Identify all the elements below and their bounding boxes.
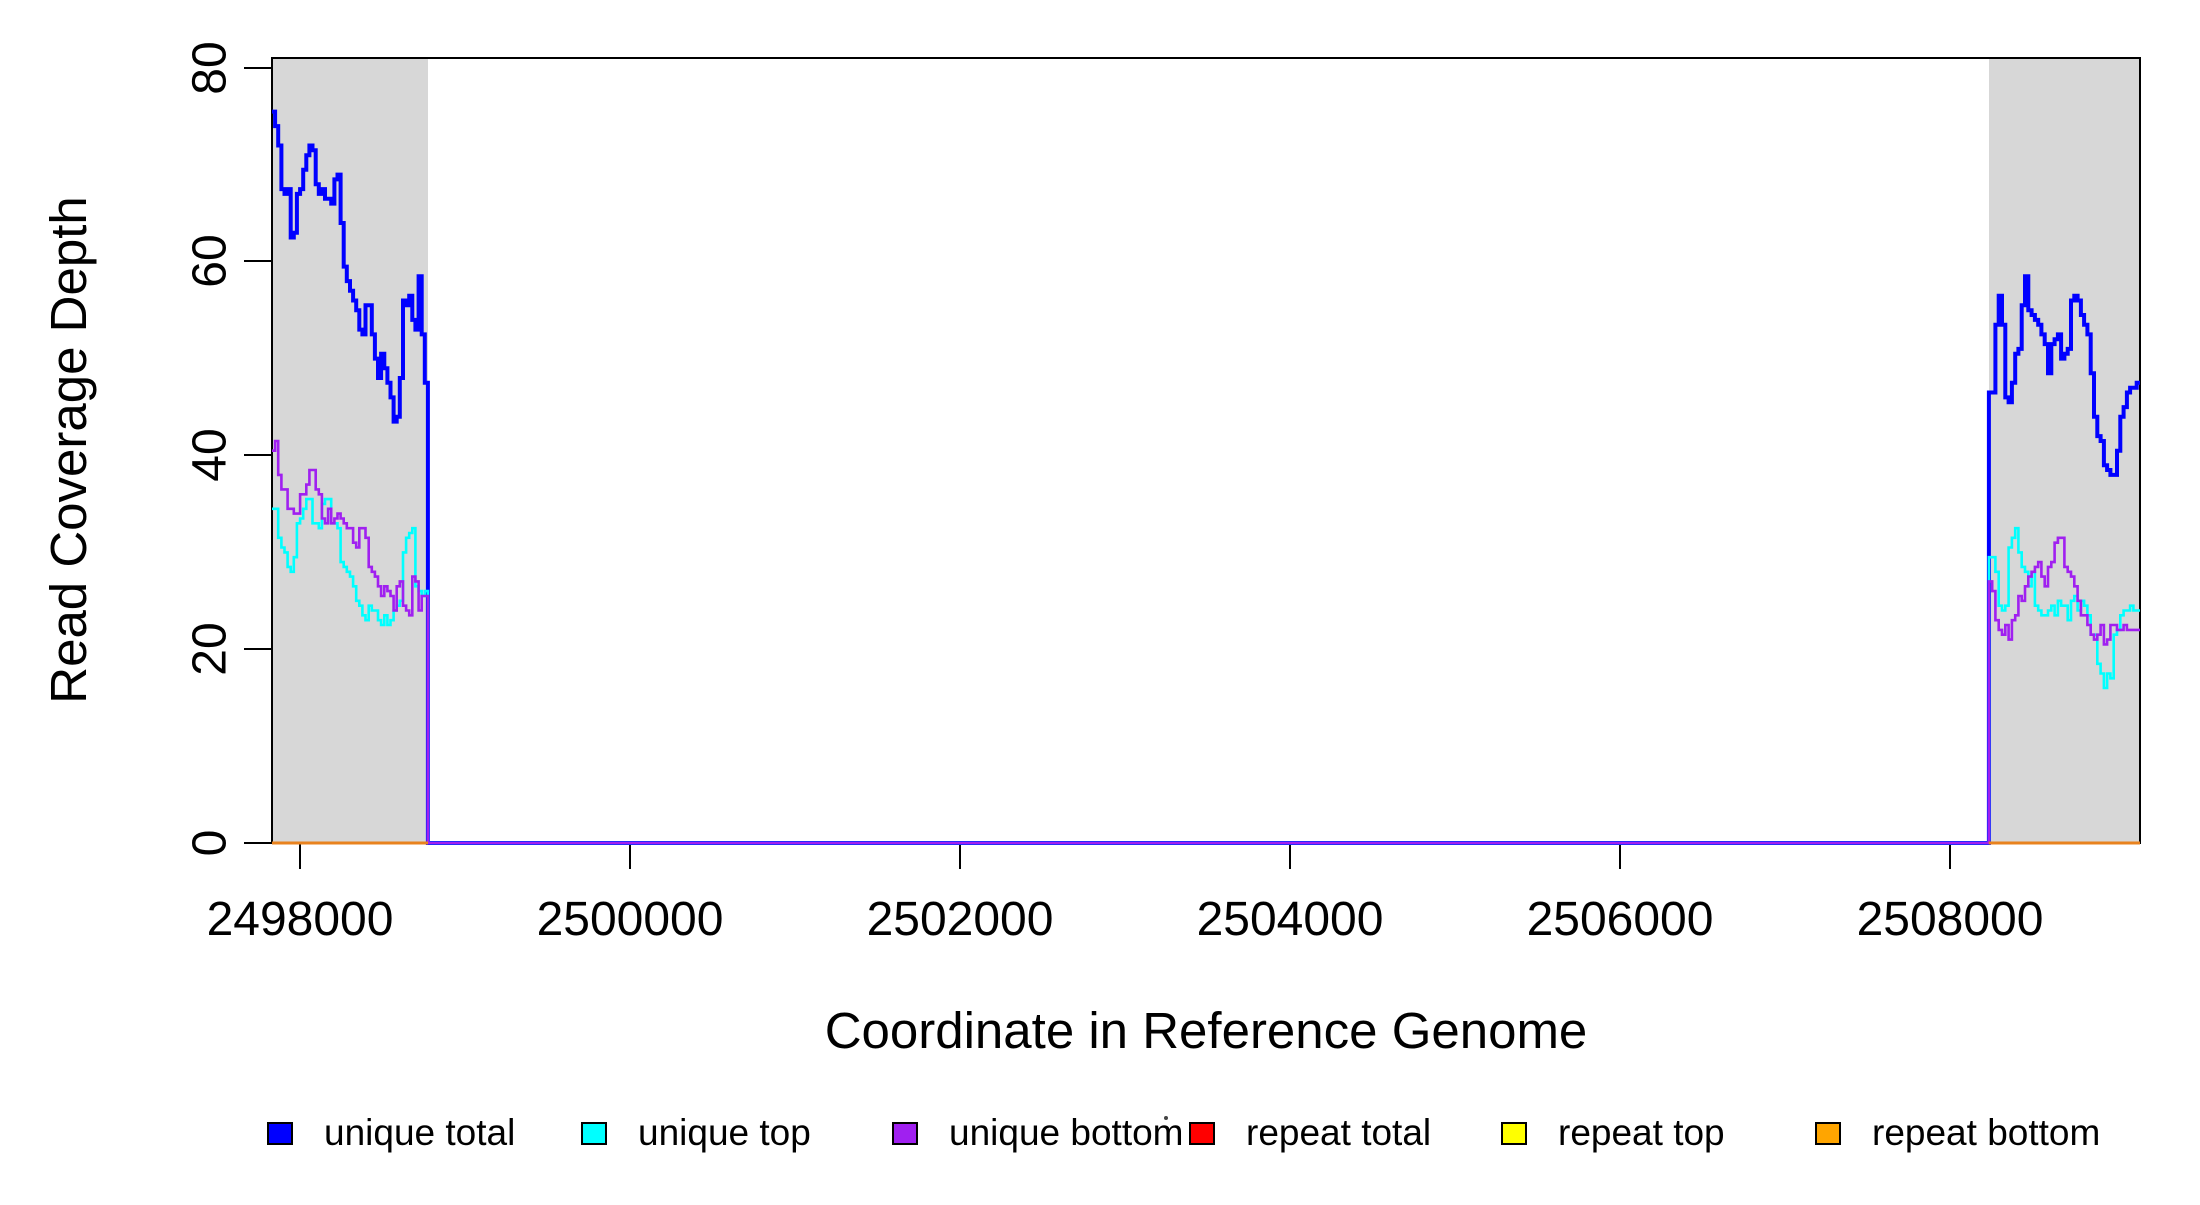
legend-label-repeat-top: repeat top [1558,1112,1725,1153]
series-unique-total [272,109,2140,845]
y-tick-label-80: 80 [184,41,237,94]
repeat-region-highlight-left [272,58,428,843]
legend-label-unique-total: unique total [324,1112,515,1153]
stray-dot [1164,1116,1168,1120]
x-tick-label-2504000: 2504000 [1197,893,1384,946]
legend-swatch-repeat-total [1189,1122,1215,1145]
y-tick-label-0: 0 [184,830,237,857]
x-tick-label-2506000: 2506000 [1527,893,1714,946]
x-tick-label-2508000: 2508000 [1857,893,2044,946]
legend-label-unique-bottom: unique bottom [949,1112,1184,1153]
x-tick-label-2500000: 2500000 [537,893,724,946]
plot-box [271,57,2141,844]
legend-label-unique-top: unique top [638,1112,811,1153]
legend: unique total unique top unique bottom re… [267,1112,2100,1153]
y-axis-ticks [244,67,272,844]
y-tick-label-20: 20 [184,622,237,675]
series-lines [272,109,2140,845]
x-axis-title: Coordinate in Reference Genome [825,1002,1588,1059]
x-tick-label-2498000: 2498000 [207,893,394,946]
legend-swatch-repeat-bottom [1815,1122,1841,1145]
legend-swatch-unique-total [267,1122,293,1145]
y-axis-title: Read Coverage Depth [40,196,97,704]
legend-swatch-unique-bottom [892,1122,918,1145]
repeat-region-highlight-right [1989,58,2140,843]
legend-label-repeat-bottom: repeat bottom [1872,1112,2100,1153]
x-axis-ticks [299,843,1951,869]
x-tick-label-2502000: 2502000 [867,893,1054,946]
y-tick-label-40: 40 [184,428,237,481]
legend-swatch-unique-top [581,1122,607,1145]
y-tick-label-60: 60 [184,234,237,287]
legend-swatch-repeat-top [1501,1122,1527,1145]
series-unique-top [272,497,2140,845]
legend-label-repeat-total: repeat total [1246,1112,1431,1153]
series-unique-bottom [272,439,2140,845]
